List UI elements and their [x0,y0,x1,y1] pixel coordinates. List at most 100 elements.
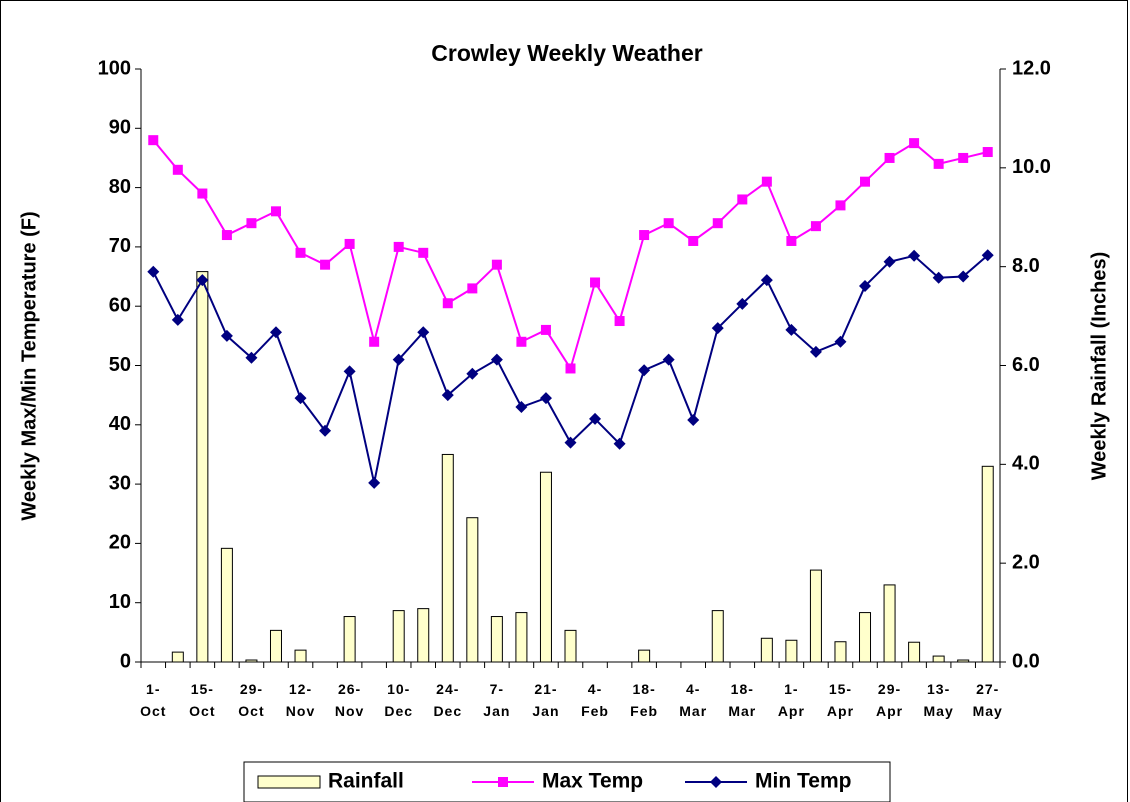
bar [171,651,184,663]
marker [687,414,700,427]
x-tick-label: 13- May [923,681,954,719]
bar [760,637,773,663]
bar [515,612,528,663]
bar [883,584,896,663]
y2-tick-label: 8.0 [1012,255,1040,277]
marker [540,324,551,335]
marker [392,353,405,366]
marker [245,351,258,364]
marker [515,401,528,414]
bar [245,659,258,663]
y2-tick-label: 6.0 [1012,354,1040,376]
marker [147,265,160,278]
y-tick-label: 60 [109,294,131,316]
marker [860,176,871,187]
marker [343,365,356,378]
bar [957,659,970,663]
x-tick-label: 29- Oct [238,681,265,719]
marker [958,152,969,163]
marker [982,147,993,158]
marker [393,241,404,252]
marker [688,235,699,246]
bar [539,471,552,663]
bar [196,271,209,663]
bar [441,453,454,663]
marker [883,255,896,268]
marker [467,283,478,294]
marker [933,158,944,169]
marker [614,316,625,327]
bar [466,517,479,663]
bar [908,641,921,663]
x-tick-label: 1- Apr [777,681,805,719]
x-tick-label: 21- Jan [532,681,560,719]
marker [835,200,846,211]
y-axis-title: Weekly Max/Min Temperature (F) [18,211,40,520]
marker [171,313,184,326]
legend-label: Max Temp [542,770,643,793]
marker [564,436,577,449]
y2-axis-title: Weekly Rainfall (Inches) [1088,252,1110,481]
bar [932,655,945,663]
legend-marker [710,776,722,788]
marker [270,206,281,217]
legend-label: Min Temp [755,770,851,793]
bar [638,649,651,663]
marker [197,188,208,199]
x-tick-label: 4- Feb [581,681,609,719]
y2-tick-label: 0.0 [1012,650,1040,672]
marker [884,152,895,163]
marker [369,336,380,347]
bar [269,629,282,663]
marker [909,138,920,149]
bar [981,465,994,663]
marker [466,367,479,380]
x-tick-label: 18- Feb [630,681,659,719]
marker [589,412,602,425]
x-tick-label: 26- Nov [334,681,365,719]
marker [613,437,626,450]
marker [712,218,723,229]
marker [638,364,651,377]
y2-tick-label: 4.0 [1012,453,1040,475]
legend-box [243,761,891,802]
x-tick-label: 7- Jan [483,681,511,719]
legend-swatch [257,775,321,789]
bar [417,608,430,663]
marker [639,230,650,241]
marker [148,135,159,146]
marker [859,280,872,293]
marker [785,323,798,336]
marker [908,249,921,262]
x-tick-label: 10- Dec [384,681,414,719]
x-tick-label: 29- Apr [875,681,904,719]
legend-label: Rainfall [328,770,404,793]
x-tick-label: 4- Mar [679,681,708,719]
marker [368,476,381,489]
x-tick-label: 27- May [972,681,1003,719]
marker [491,259,502,270]
y-tick-label: 80 [109,176,131,198]
marker [957,270,970,283]
marker [344,238,355,249]
bar [711,610,724,663]
marker [590,277,601,288]
y-tick-label: 40 [109,413,131,435]
marker [319,424,332,437]
x-tick-label: 1- Oct [140,681,167,719]
marker [516,336,527,347]
chart-title: Crowley Weekly Weather [431,40,702,66]
marker [663,218,674,229]
y-tick-label: 50 [109,354,131,376]
marker [932,271,945,284]
y2-tick-label: 12.0 [1012,57,1051,79]
x-tick-label: 24- Dec [433,681,463,719]
legend-marker [498,777,508,787]
y-tick-label: 30 [109,472,131,494]
marker [981,249,994,262]
x-tick-label: 15- Oct [189,681,216,719]
marker [662,353,675,366]
y-tick-label: 70 [109,235,131,257]
